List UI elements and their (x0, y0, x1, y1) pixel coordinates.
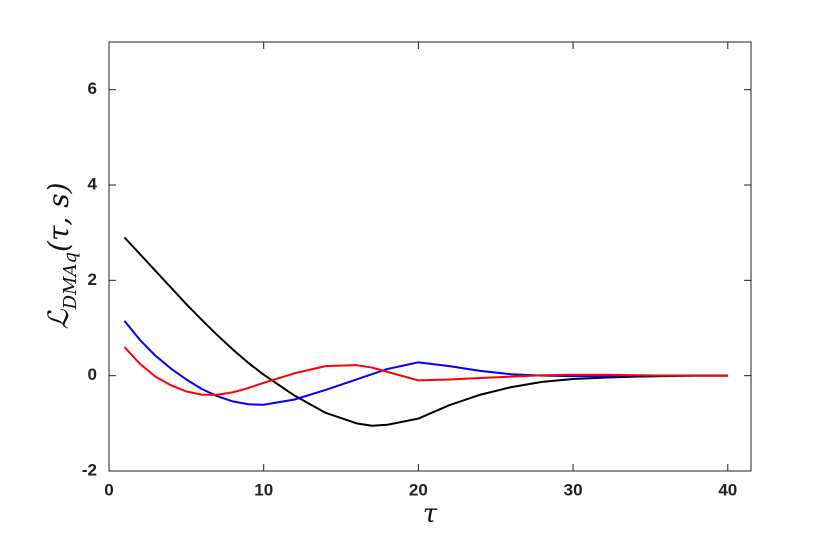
x-axis-label: τ (423, 499, 438, 529)
x-tick-label: 0 (104, 480, 113, 499)
x-tick-label: 30 (564, 480, 583, 499)
y-label-sub: DMAq (60, 252, 81, 310)
y-tick-label: 0 (88, 365, 97, 384)
x-tick-label: 10 (254, 480, 273, 499)
plot-frame (108, 41, 752, 472)
y-axis-label: ℒDMAq(τ, s) (42, 182, 81, 329)
y-label-main: ℒ (42, 309, 75, 330)
line-series (123, 320, 728, 406)
x-tick-label: 40 (718, 480, 737, 499)
y-tick-label: 4 (88, 174, 98, 193)
line-series (123, 236, 728, 427)
y-tick-label: 6 (88, 79, 97, 98)
y-label-args: (τ, s) (42, 182, 75, 252)
x-tick-label: 20 (409, 480, 428, 499)
line-series (123, 346, 728, 396)
y-tick-label: 2 (88, 270, 97, 289)
y-tick-label: -2 (82, 460, 97, 479)
